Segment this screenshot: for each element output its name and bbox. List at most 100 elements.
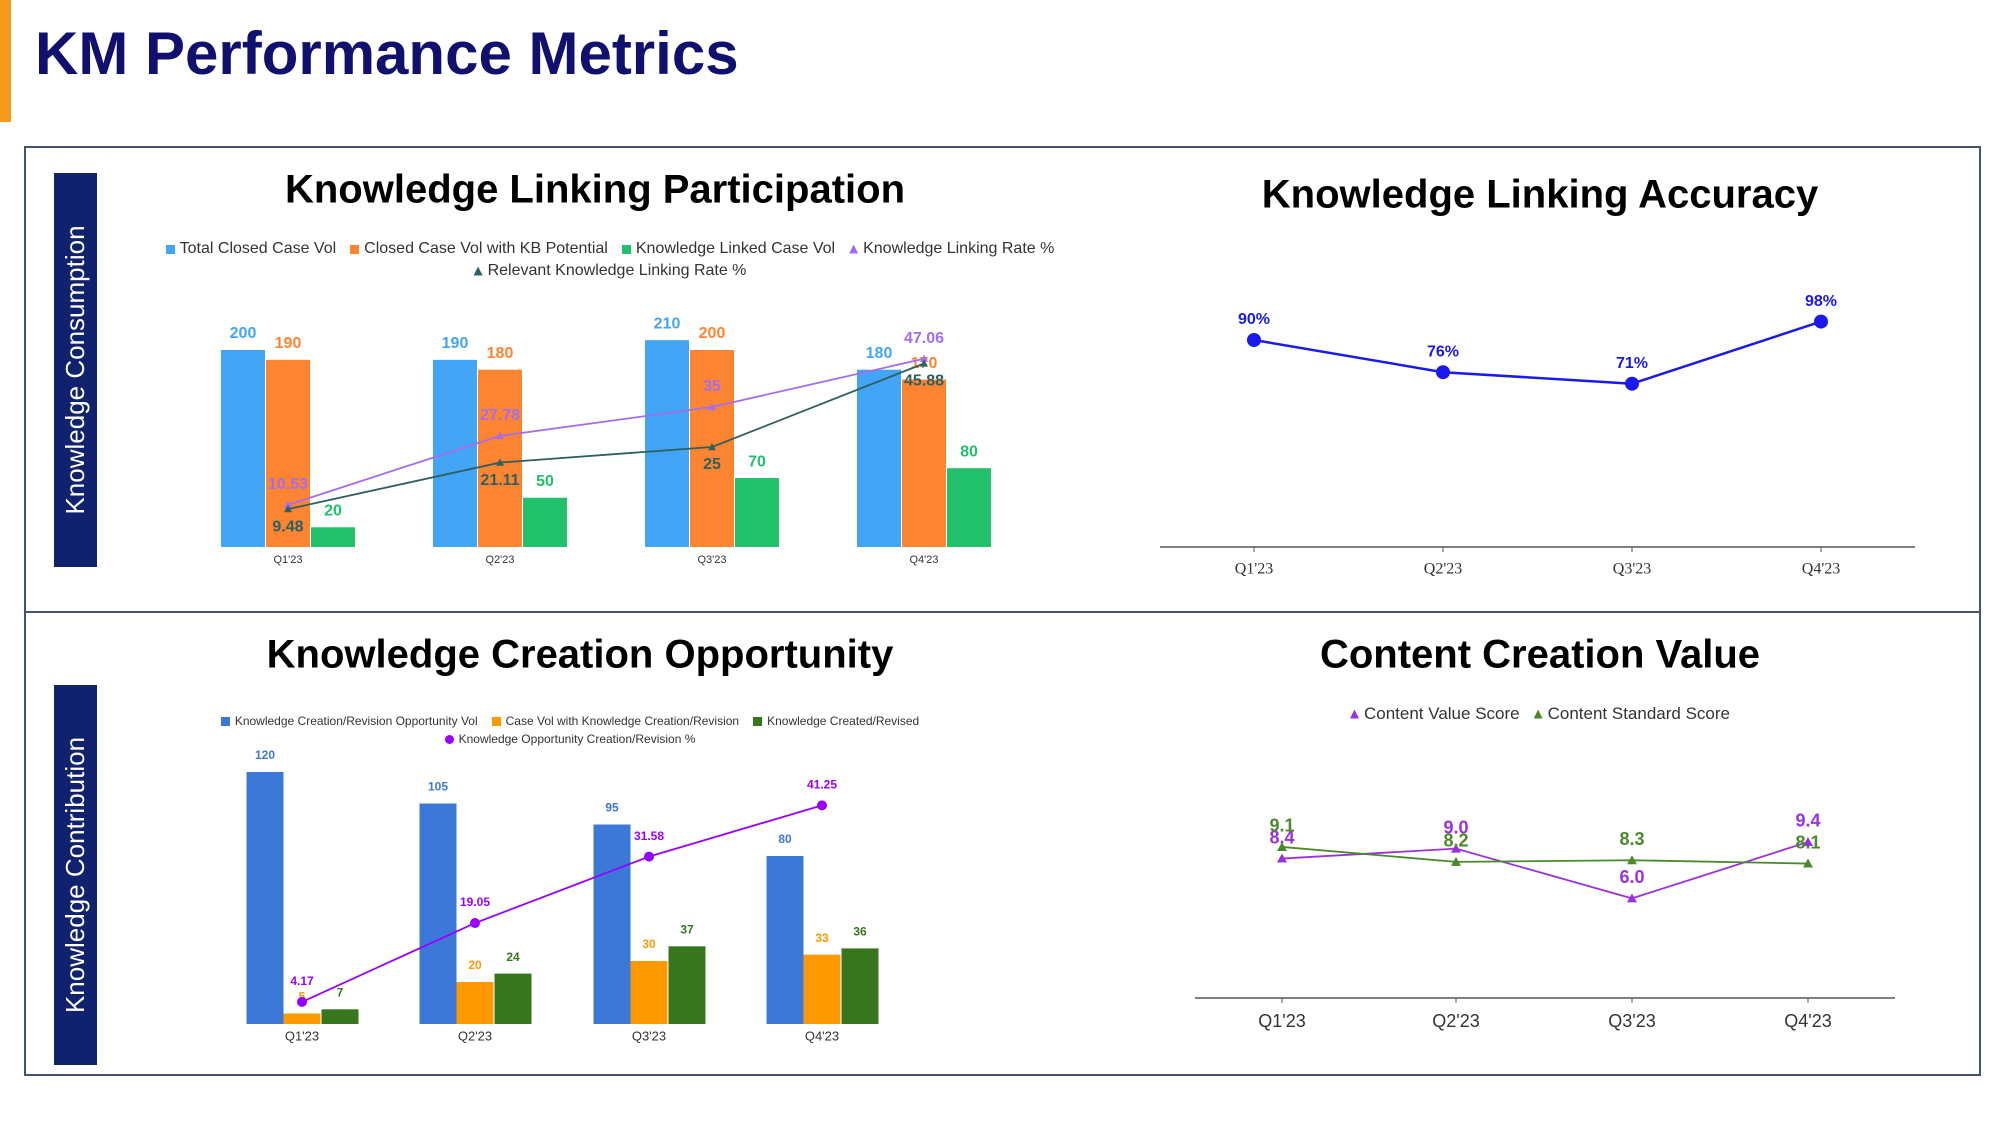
data-label: 7 — [337, 985, 344, 999]
page-title: KM Performance Metrics — [35, 20, 739, 87]
data-label: 25 — [703, 456, 721, 473]
bar — [478, 369, 522, 547]
data-label: 76% — [1427, 343, 1459, 360]
data-label: 31.58 — [634, 829, 664, 843]
legend-item: Closed Case Vol with KB Potential — [350, 240, 608, 258]
legend-label: Total Closed Case Vol — [179, 240, 337, 257]
data-label: 35 — [703, 378, 721, 395]
data-label: 50 — [536, 473, 554, 490]
line — [1253, 320, 1822, 385]
bar — [645, 340, 689, 547]
section-label: Knowledge Consumption — [60, 225, 90, 514]
bar — [433, 359, 477, 547]
legend-item: Total Closed Case Vol — [165, 240, 337, 258]
section-tab — [54, 685, 97, 1065]
data-label: 9.48 — [272, 518, 303, 535]
data-label: 9.1 — [1269, 816, 1294, 836]
point — [1803, 858, 1813, 868]
data-label: 8.4 — [1269, 827, 1294, 847]
x-tick-label: Q1'23 — [273, 554, 302, 566]
legend-swatch — [491, 716, 501, 726]
bar — [283, 1013, 321, 1024]
point — [1436, 365, 1450, 380]
x-tick-label: Q4'23 — [805, 1028, 839, 1043]
point — [1277, 841, 1287, 851]
bar — [523, 497, 567, 547]
x-tick-label: Q4'23 — [909, 554, 938, 566]
data-label: 4.17 — [290, 974, 314, 988]
data-label: 8.1 — [1795, 832, 1820, 852]
point — [708, 403, 716, 411]
point — [1247, 333, 1261, 347]
data-label: 210 — [654, 315, 681, 332]
chart-title: Knowledge Linking Accuracy — [1262, 173, 1819, 217]
point — [284, 500, 292, 509]
bar — [321, 1009, 359, 1024]
line — [1281, 846, 1809, 865]
point — [1451, 856, 1461, 866]
data-label: 19.05 — [460, 895, 490, 909]
legend-item: Content Standard Score — [1533, 704, 1731, 724]
legend-label: Content Standard Score — [1547, 704, 1731, 723]
data-label: 45.88 — [904, 373, 944, 390]
line — [301, 804, 823, 1003]
data-label: 95 — [605, 801, 619, 815]
x-tick-label: Q2'23 — [458, 1028, 492, 1043]
data-label: 71% — [1616, 355, 1648, 372]
data-label: 37 — [680, 922, 694, 936]
legend-label: Knowledge Linking Rate % — [863, 240, 1055, 257]
point — [1803, 836, 1813, 846]
data-label: 80 — [960, 443, 978, 460]
legend-item: Knowledge Linking Rate % — [849, 240, 1054, 258]
legend-item: Relevant Knowledge Linking Rate % — [473, 262, 746, 280]
legend-swatch — [1349, 709, 1359, 719]
data-label: 180 — [866, 345, 893, 362]
x-tick-label: Q4'23 — [1784, 1011, 1831, 1031]
data-label: 24 — [506, 950, 520, 964]
data-label: 30 — [642, 937, 656, 951]
data-label: 9.0 — [1443, 817, 1468, 837]
section-tab — [54, 173, 97, 567]
chart-title: Knowledge Creation Opportunity — [267, 633, 894, 677]
point — [920, 359, 928, 367]
legend-item: Knowledge Created/Revised — [753, 714, 919, 728]
accent-bar — [0, 0, 11, 122]
data-label: 80 — [778, 832, 792, 846]
point — [1625, 376, 1639, 391]
legend-swatch — [350, 244, 360, 254]
legend-swatch — [753, 716, 763, 726]
legend-item: Content Value Score — [1349, 704, 1520, 724]
point — [644, 851, 654, 862]
data-label: 200 — [230, 325, 257, 342]
x-tick-label: Q4'23 — [1802, 561, 1840, 578]
point — [817, 800, 827, 811]
legend-item: Knowledge Linked Case Vol — [621, 240, 835, 258]
data-label: 120 — [255, 748, 275, 762]
x-tick-label: Q3'23 — [632, 1028, 666, 1043]
legend-swatch — [621, 244, 631, 254]
bar — [246, 772, 284, 1024]
point — [297, 996, 307, 1007]
point — [1451, 843, 1461, 853]
x-tick-label: Q3'23 — [1608, 1011, 1655, 1031]
point — [1627, 893, 1637, 903]
x-tick-label: Q2'23 — [485, 554, 514, 566]
bar — [494, 973, 532, 1024]
data-label: 8.2 — [1443, 831, 1468, 851]
data-label: 6.0 — [1619, 867, 1644, 887]
legend-swatch — [444, 734, 454, 744]
legend-label: Knowledge Opportunity Creation/Revision … — [458, 732, 696, 746]
data-label: 200 — [699, 325, 726, 342]
point — [470, 918, 480, 929]
point — [1627, 855, 1637, 865]
x-tick-label: Q1'23 — [1258, 1011, 1305, 1031]
bar — [419, 803, 457, 1024]
legend: Total Closed Case Vol Closed Case Vol wit… — [160, 240, 1060, 280]
legend-swatch — [165, 244, 175, 254]
bar — [221, 350, 265, 547]
data-label: 27.78 — [480, 407, 520, 424]
legend-label: Closed Case Vol with KB Potential — [364, 240, 608, 257]
bar — [456, 982, 494, 1024]
